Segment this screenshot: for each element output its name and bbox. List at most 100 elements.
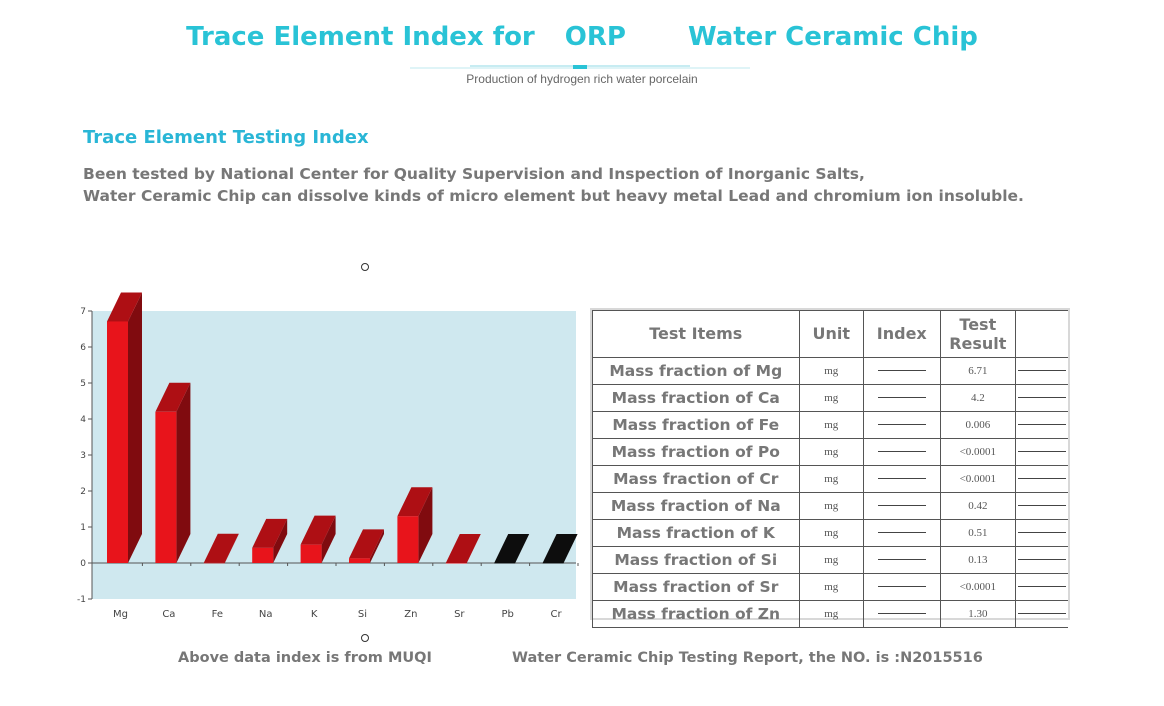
bar-side xyxy=(466,533,481,563)
dash-line xyxy=(877,559,926,561)
bar-front xyxy=(445,562,467,564)
bar-top xyxy=(155,382,191,412)
cell-extra xyxy=(1015,600,1068,628)
x-tick-label: Mg xyxy=(113,609,128,620)
cell-test-item: Mass fraction of Zn xyxy=(592,600,800,628)
cell-test-item: Mass fraction of Cr xyxy=(592,465,800,493)
table-row: Mass fraction of Ca mg 4.2 xyxy=(592,384,1068,412)
cell-test-item: Mass fraction of K xyxy=(592,519,800,547)
y-tick-label: 4 xyxy=(80,415,86,425)
dash-line xyxy=(1018,505,1067,507)
bar xyxy=(203,533,239,564)
table-body: Mass fraction of Mg mg 6.71 Mass fraction o… xyxy=(592,357,1068,628)
header-index: Index xyxy=(862,310,941,358)
table-row: Mass fraction of Sr mg <0.0001 xyxy=(592,573,1068,601)
x-tick-label: Sr xyxy=(454,609,465,620)
cell-extra xyxy=(1015,438,1068,466)
bar-side xyxy=(176,382,191,563)
dash-line xyxy=(877,424,926,426)
title-part-3: Water Ceramic Chip xyxy=(687,22,978,52)
dash-line xyxy=(877,478,926,480)
bar-front xyxy=(252,547,274,563)
cell-index xyxy=(862,573,941,601)
cell-test-item: Mass fraction of Sr xyxy=(592,573,800,601)
title-decoration xyxy=(410,65,750,69)
bar-top xyxy=(203,533,239,563)
header-test-items: Test Items xyxy=(592,310,800,358)
subtitle: Production of hydrogen rich water porcel… xyxy=(466,72,698,86)
bar-front xyxy=(155,411,177,563)
cell-test-item: Mass fraction of Po xyxy=(592,438,800,466)
bar xyxy=(397,487,433,563)
dash-line xyxy=(1018,613,1067,615)
bar-top xyxy=(252,518,288,548)
y-tick-label: 6 xyxy=(80,343,86,353)
marker-dot-bottom xyxy=(361,634,369,642)
footer-source: Above data index is from MUQI xyxy=(178,650,432,666)
dash-line xyxy=(1018,397,1067,399)
y-tick-label: -1 xyxy=(77,595,86,605)
table-row: Mass fraction of Na mg 0.42 xyxy=(592,492,1068,520)
cell-index xyxy=(862,546,941,574)
bar-side xyxy=(370,529,384,563)
x-tick-label: Fe xyxy=(212,609,223,620)
cell-extra xyxy=(1015,519,1068,547)
bar-side xyxy=(515,533,530,563)
bar-front xyxy=(397,516,419,563)
cell-index xyxy=(862,492,941,520)
bar-front xyxy=(107,321,128,563)
cell-test-item: Mass fraction of Na xyxy=(592,492,800,520)
cell-test-item: Mass fraction of Si xyxy=(592,546,800,574)
cell-test-result: 0.51 xyxy=(939,519,1017,547)
title-part-2: ORP xyxy=(564,22,626,52)
cell-extra xyxy=(1015,411,1068,439)
cell-extra xyxy=(1015,357,1068,385)
table-row: Mass fraction of Si mg 0.13 xyxy=(592,546,1068,574)
cell-unit: mg xyxy=(798,438,864,466)
cell-extra xyxy=(1015,492,1068,520)
bar-side xyxy=(321,515,336,563)
element-bar-chart: -1 0 1 2 3 4 5 6 7 Mg Ca Fe Na K Si Zn Sr Pb Cr xyxy=(77,292,579,620)
table-row: Mass fraction of Cr mg <0.0001 xyxy=(592,465,1068,493)
cell-index xyxy=(862,411,941,439)
bar-side xyxy=(224,533,239,563)
cell-test-item: Mass fraction of Fe xyxy=(592,411,800,439)
dash-line xyxy=(877,505,926,507)
y-tick-label: 1 xyxy=(80,523,86,533)
dash-line xyxy=(877,370,926,372)
cell-index xyxy=(862,438,941,466)
y-tick-label: 3 xyxy=(80,451,86,461)
x-tick-label: K xyxy=(311,609,318,620)
cell-index xyxy=(862,600,941,628)
results-table: Test Items Unit Index Test Result Mass f… xyxy=(592,310,1068,628)
dash-line xyxy=(1018,478,1067,480)
table-row: Mass fraction of Mg mg 6.71 xyxy=(592,357,1068,385)
bar xyxy=(107,292,142,563)
dash-line xyxy=(1018,532,1067,534)
bar-top xyxy=(107,292,142,322)
page-title: Trace Element Index for ORP Water Ceramic … xyxy=(0,22,1164,52)
cell-unit: mg xyxy=(798,492,864,520)
bar xyxy=(300,515,336,563)
cell-unit: mg xyxy=(798,384,864,412)
bar xyxy=(494,533,530,564)
x-tick-label: Cr xyxy=(551,609,563,620)
y-tick-label: 2 xyxy=(80,487,86,497)
cell-test-result: <0.0001 xyxy=(939,573,1017,601)
table-header-row: Test Items Unit Index Test Result xyxy=(592,310,1068,358)
x-tick-label: Ca xyxy=(162,609,175,620)
cell-test-result: 0.006 xyxy=(939,411,1017,439)
cell-unit: mg xyxy=(798,519,864,547)
x-tick-label: Pb xyxy=(502,609,514,620)
cell-unit: mg xyxy=(798,546,864,574)
table-row: Mass fraction of Po mg <0.0001 xyxy=(592,438,1068,466)
bar-side xyxy=(128,292,142,563)
bar-front xyxy=(542,562,564,564)
cell-extra xyxy=(1015,573,1068,601)
bar-side xyxy=(418,487,433,563)
cell-extra xyxy=(1015,546,1068,574)
cell-index xyxy=(862,357,941,385)
bar-top xyxy=(542,533,578,563)
bar-front xyxy=(203,562,225,564)
cell-test-result: 4.2 xyxy=(939,384,1017,412)
